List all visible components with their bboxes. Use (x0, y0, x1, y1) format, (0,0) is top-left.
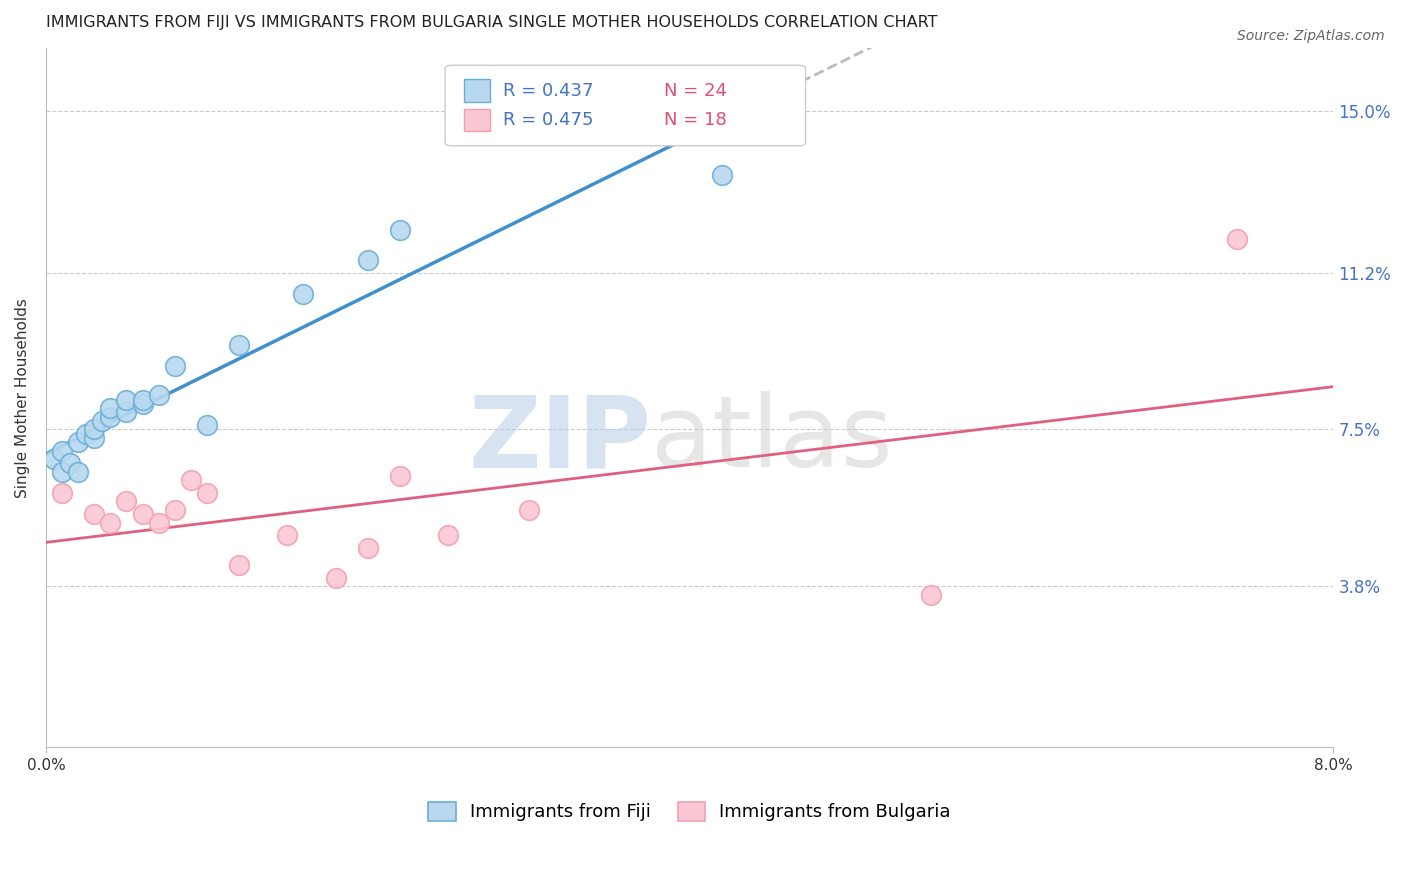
Point (437, 528, 460, 542)
Legend: Immigrants from Fiji, Immigrants from Bulgaria: Immigrants from Fiji, Immigrants from Bu… (422, 795, 957, 829)
Point (98, 516, 121, 530)
Text: N = 24: N = 24 (664, 81, 727, 100)
Point (51, 465, 73, 479)
Point (163, 359, 186, 373)
Point (59, 456, 82, 470)
Text: N = 18: N = 18 (664, 111, 727, 128)
Point (710, 168, 733, 182)
Point (228, 337, 250, 351)
Point (325, 571, 347, 585)
Point (83, 422, 105, 436)
Point (67, 435, 90, 450)
Point (115, 392, 138, 407)
Point (517, 503, 540, 517)
Point (75, 426, 97, 441)
Point (115, 405, 138, 419)
Point (98, 409, 121, 424)
Y-axis label: Single Mother Households: Single Mother Households (15, 298, 30, 498)
FancyBboxPatch shape (464, 109, 491, 131)
Text: R = 0.437: R = 0.437 (503, 81, 593, 100)
Point (357, 252, 380, 267)
Point (195, 418, 218, 433)
FancyBboxPatch shape (464, 79, 491, 102)
Point (163, 503, 186, 517)
Point (131, 392, 153, 407)
Point (67, 465, 90, 479)
Text: R = 0.475: R = 0.475 (503, 111, 593, 128)
Point (180, 473, 202, 487)
Point (42, 452, 65, 467)
Point (51, 443, 73, 458)
Point (228, 558, 250, 572)
Point (292, 286, 315, 301)
Text: Source: ZipAtlas.com: Source: ZipAtlas.com (1237, 29, 1385, 44)
Point (357, 541, 380, 555)
Point (389, 223, 412, 237)
Point (91, 414, 114, 428)
Point (98, 401, 121, 416)
FancyBboxPatch shape (446, 65, 806, 145)
Point (83, 507, 105, 521)
Point (389, 469, 412, 483)
Point (51, 486, 73, 500)
Point (83, 431, 105, 445)
Point (131, 507, 153, 521)
Text: ZIP: ZIP (468, 391, 651, 488)
Text: atlas: atlas (651, 391, 893, 488)
Point (131, 397, 153, 411)
Point (195, 486, 218, 500)
Text: IMMIGRANTS FROM FIJI VS IMMIGRANTS FROM BULGARIA SINGLE MOTHER HOUSEHOLDS CORREL: IMMIGRANTS FROM FIJI VS IMMIGRANTS FROM … (46, 15, 938, 30)
Point (148, 388, 170, 402)
Point (920, 588, 942, 602)
Point (276, 528, 298, 542)
Point (148, 516, 170, 530)
Point (1226, 231, 1249, 245)
Point (115, 494, 138, 508)
